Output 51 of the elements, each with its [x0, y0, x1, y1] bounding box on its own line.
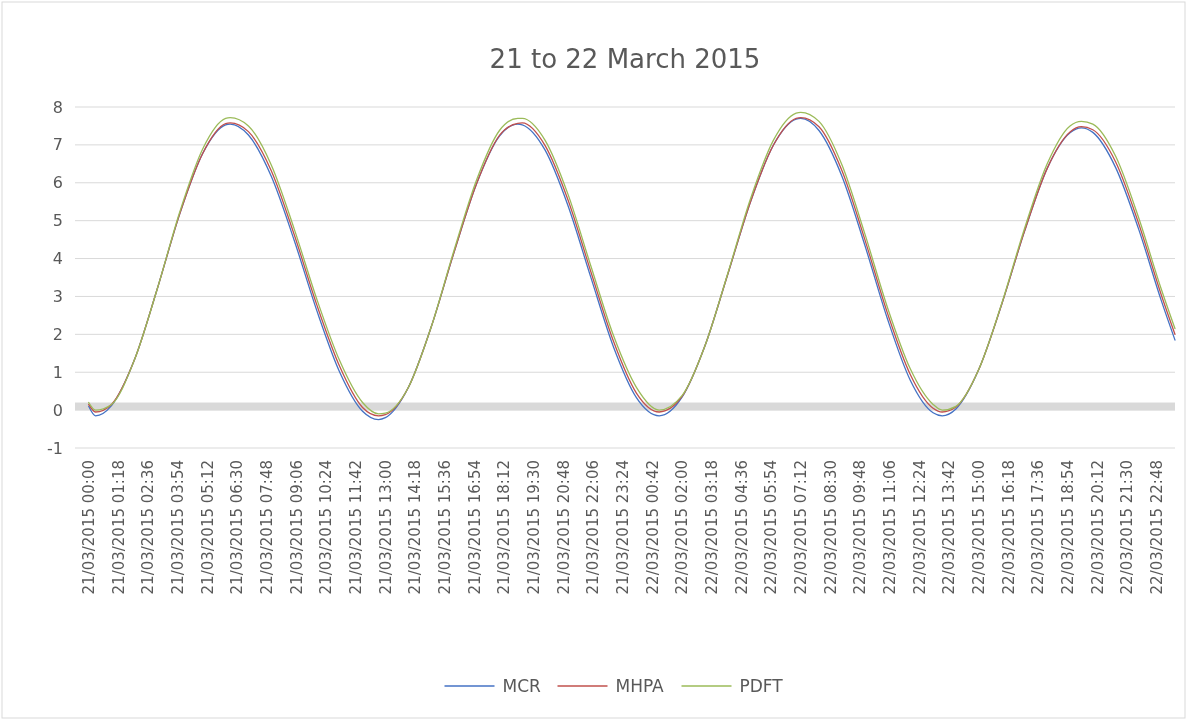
y-tick-label: -1 — [47, 438, 63, 458]
x-tick-label: 21/03/2015 00:00 — [79, 460, 98, 595]
x-tick-label: 21/03/2015 23:24 — [613, 460, 632, 595]
x-tick-label: 22/03/2015 02:00 — [673, 460, 692, 595]
x-tick-label: 22/03/2015 09:48 — [851, 460, 870, 595]
x-tick-label: 21/03/2015 14:18 — [406, 460, 425, 595]
x-tick-label: 22/03/2015 00:42 — [643, 460, 662, 595]
x-tick-label: 22/03/2015 08:30 — [821, 460, 840, 595]
x-tick-label: 21/03/2015 11:42 — [346, 460, 365, 595]
x-tick-label: 21/03/2015 15:36 — [435, 460, 454, 595]
x-tick-label: 22/03/2015 17:36 — [1029, 460, 1048, 595]
x-tick-label: 22/03/2015 03:18 — [702, 460, 721, 595]
y-tick-label: 2 — [52, 324, 63, 344]
x-tick-label: 21/03/2015 10:24 — [317, 460, 336, 595]
x-tick-label: 22/03/2015 18:54 — [1058, 460, 1077, 595]
x-tick-label: 21/03/2015 13:00 — [376, 460, 395, 595]
y-tick-label: 3 — [52, 287, 63, 307]
y-tick-label: 7 — [52, 135, 63, 155]
x-tick-label: 22/03/2015 11:06 — [880, 460, 899, 595]
x-tick-label: 22/03/2015 21:30 — [1118, 460, 1137, 595]
x-tick-label: 21/03/2015 22:06 — [584, 460, 603, 595]
legend-label: MHPA — [615, 675, 665, 696]
x-tick-label: 21/03/2015 01:18 — [109, 460, 128, 595]
x-tick-label: 21/03/2015 07:48 — [257, 460, 276, 595]
x-tick-label: 22/03/2015 04:36 — [732, 460, 751, 595]
x-tick-label: 22/03/2015 12:24 — [910, 460, 929, 595]
x-tick-label: 21/03/2015 18:12 — [495, 460, 514, 595]
x-tick-label: 22/03/2015 22:48 — [1147, 460, 1166, 595]
legend-label: MCR — [502, 675, 542, 696]
x-tick-label: 22/03/2015 20:12 — [1088, 460, 1107, 595]
y-tick-label: 1 — [52, 362, 63, 382]
x-tick-label: 21/03/2015 06:30 — [228, 460, 247, 595]
chart-title: 21 to 22 March 2015 — [489, 44, 761, 74]
x-tick-label: 21/03/2015 20:48 — [554, 460, 573, 595]
x-tick-label: 21/03/2015 05:12 — [198, 460, 217, 595]
x-tick-label: 21/03/2015 03:54 — [168, 460, 187, 595]
x-tick-label: 21/03/2015 19:30 — [524, 460, 543, 595]
y-tick-label: 5 — [52, 211, 63, 231]
x-tick-label: 22/03/2015 05:54 — [762, 460, 781, 595]
x-tick-label: 22/03/2015 07:12 — [791, 460, 810, 595]
y-tick-label: 8 — [52, 97, 63, 117]
x-tick-label: 21/03/2015 09:06 — [287, 460, 306, 595]
x-tick-label: 22/03/2015 13:42 — [940, 460, 959, 595]
x-tick-label: 21/03/2015 16:54 — [465, 460, 484, 595]
x-tick-label: 22/03/2015 15:00 — [969, 460, 988, 595]
y-tick-label: 4 — [52, 249, 63, 269]
legend-label: PDFT — [739, 675, 784, 696]
y-tick-label: 0 — [52, 400, 63, 420]
x-tick-label: 21/03/2015 02:36 — [139, 460, 158, 595]
y-tick-label: 6 — [52, 173, 63, 193]
x-tick-label: 22/03/2015 16:18 — [999, 460, 1018, 595]
